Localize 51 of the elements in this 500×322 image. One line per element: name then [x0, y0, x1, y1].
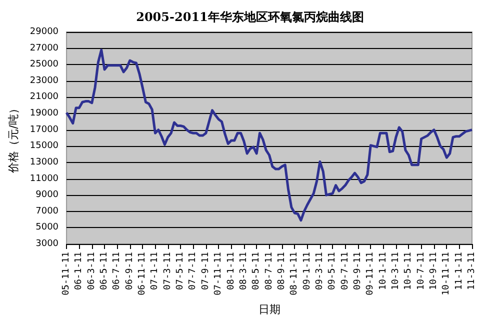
chart-title: 2005-2011年华东地区环氧氯丙烷曲线图 [136, 10, 364, 24]
x-tick-label: 08-5-11 [252, 252, 262, 290]
x-tick-label: 06-9-11 [124, 252, 135, 290]
y-tick-label: 13000 [30, 157, 59, 168]
x-tick-label: 10-7-11 [416, 252, 426, 290]
x-tick-label: 06-1-11 [74, 252, 84, 290]
x-tick-label: 05-11-11 [62, 252, 72, 296]
x-axis-title: 日期 [258, 303, 280, 316]
x-tick-label: 10-3-11 [390, 252, 401, 290]
x-tick-label: 07-5-11 [176, 252, 186, 290]
line-series [65, 48, 474, 222]
y-tick-label: 25000 [30, 60, 59, 70]
x-tick-label: 11-3-11 [467, 252, 477, 290]
x-tick-label: 08-1-11 [226, 252, 236, 290]
x-tick-label: 07-9-11 [200, 252, 211, 290]
y-tick-label: 29000 [30, 27, 59, 37]
x-tick-label: 08-9-11 [276, 252, 287, 290]
y-tick-label: 15000 [30, 141, 59, 152]
y-tick-label: 9000 [36, 190, 59, 200]
x-tick-label: 07-11-11 [214, 252, 224, 296]
y-tick-label: 11000 [30, 174, 59, 184]
x-tick-label: 06-5-11 [100, 252, 110, 290]
y-tick-label: 21000 [30, 92, 59, 102]
y-tick-label: 3000 [36, 239, 59, 249]
x-tick-label: 08-7-11 [264, 252, 274, 290]
x-tick-label: 09-3-11 [314, 252, 325, 290]
x-tick-label: 09-7-11 [340, 252, 350, 290]
x-tick-label: 06-3-11 [86, 252, 97, 290]
y-tick-label: 7000 [36, 206, 59, 216]
x-tick-label: 09-1-11 [302, 252, 312, 290]
y-tick-label: 17000 [30, 124, 59, 135]
x-tick-label: 10-9-11 [428, 252, 439, 290]
x-tick-label: 09-5-11 [328, 252, 338, 290]
x-tick-label: 07-3-11 [162, 252, 173, 290]
y-tick-label: 27000 [30, 43, 59, 54]
y-tick-label: 5000 [36, 222, 59, 233]
x-tick-label: 06-11-11 [138, 252, 148, 296]
x-tick-label: 08-3-11 [238, 252, 249, 290]
x-tick-label: 10-5-11 [404, 252, 414, 290]
y-axis-title: 价格（元/吨） [7, 103, 20, 174]
x-tick-label: 07-7-11 [188, 252, 198, 290]
y-tick-label: 23000 [30, 76, 59, 86]
x-tick-label: 08-11-11 [290, 252, 300, 296]
x-tick-label: 07-1-11 [150, 252, 160, 290]
x-tick-label: 09-9-11 [352, 252, 363, 290]
x-tick-label: 10-1-11 [378, 252, 388, 290]
x-tick-label: 10-11-11 [442, 252, 452, 296]
x-tick-label: 11-1-11 [454, 252, 464, 290]
y-tick-label: 19000 [30, 108, 59, 119]
x-tick-label: 06-7-11 [112, 252, 122, 290]
x-tick-label: 09-11-11 [366, 252, 376, 296]
